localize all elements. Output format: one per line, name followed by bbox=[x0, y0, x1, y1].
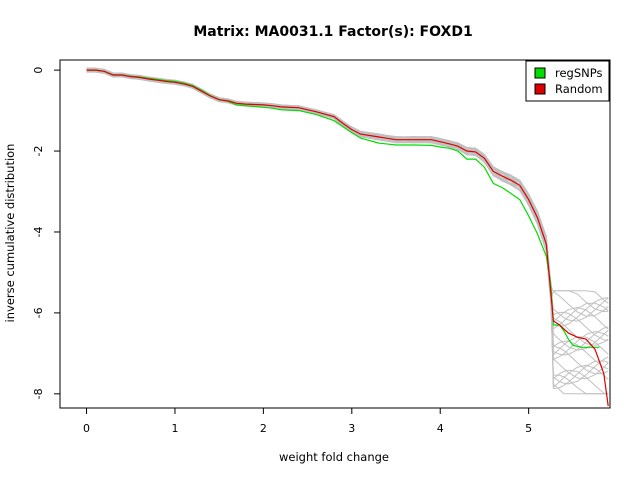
series-line-random bbox=[86, 69, 609, 407]
y-axis-label: inverse cumulative distribution bbox=[3, 144, 17, 323]
y-tick-label: 0 bbox=[32, 67, 45, 74]
y-tick-label: -2 bbox=[32, 146, 45, 157]
random-sample-line bbox=[86, 68, 609, 351]
random-sample-line bbox=[86, 71, 609, 356]
random-sample-line bbox=[86, 67, 609, 356]
random-sample-line bbox=[86, 67, 609, 385]
random-sample-line bbox=[86, 70, 609, 390]
x-axis-label: weight fold change bbox=[279, 450, 389, 464]
x-tick-label: 1 bbox=[171, 422, 178, 435]
x-axis: 0 1 2 3 4 5 bbox=[83, 407, 532, 435]
series-line-regsnps bbox=[86, 69, 600, 348]
random-sample-line bbox=[86, 68, 609, 380]
random-background-band bbox=[86, 67, 609, 395]
x-tick-label: 4 bbox=[437, 422, 444, 435]
y-axis: 0 -2 -4 -6 -8 bbox=[32, 67, 61, 399]
x-tick-label: 2 bbox=[260, 422, 267, 435]
legend-label-regsnps: regSNPs bbox=[555, 66, 602, 80]
legend-label-random: Random bbox=[555, 82, 603, 96]
random-sample-line bbox=[86, 70, 609, 389]
random-sample-line bbox=[86, 70, 609, 317]
x-tick-label: 5 bbox=[525, 422, 532, 435]
chart-title: Matrix: MA0031.1 Factor(s): FOXD1 bbox=[193, 24, 472, 40]
y-tick-label: -4 bbox=[32, 226, 45, 237]
random-sample-line bbox=[86, 69, 609, 361]
series-layer bbox=[86, 69, 609, 407]
legend-swatch-regsnps bbox=[534, 67, 546, 79]
legend-swatch-random bbox=[534, 83, 546, 95]
plot-frame bbox=[59, 59, 611, 409]
random-sample-line bbox=[86, 68, 609, 395]
x-tick-label: 0 bbox=[83, 422, 90, 435]
random-sample-line bbox=[86, 67, 609, 395]
random-sample-line bbox=[86, 71, 609, 395]
y-tick-label: -6 bbox=[32, 307, 45, 318]
y-tick-label: -8 bbox=[32, 388, 45, 399]
random-sample-line bbox=[86, 68, 609, 304]
legend: regSNPs Random bbox=[525, 60, 610, 102]
x-tick-label: 3 bbox=[348, 422, 355, 435]
random-sample-line bbox=[86, 71, 609, 375]
random-sample-line bbox=[86, 67, 609, 313]
